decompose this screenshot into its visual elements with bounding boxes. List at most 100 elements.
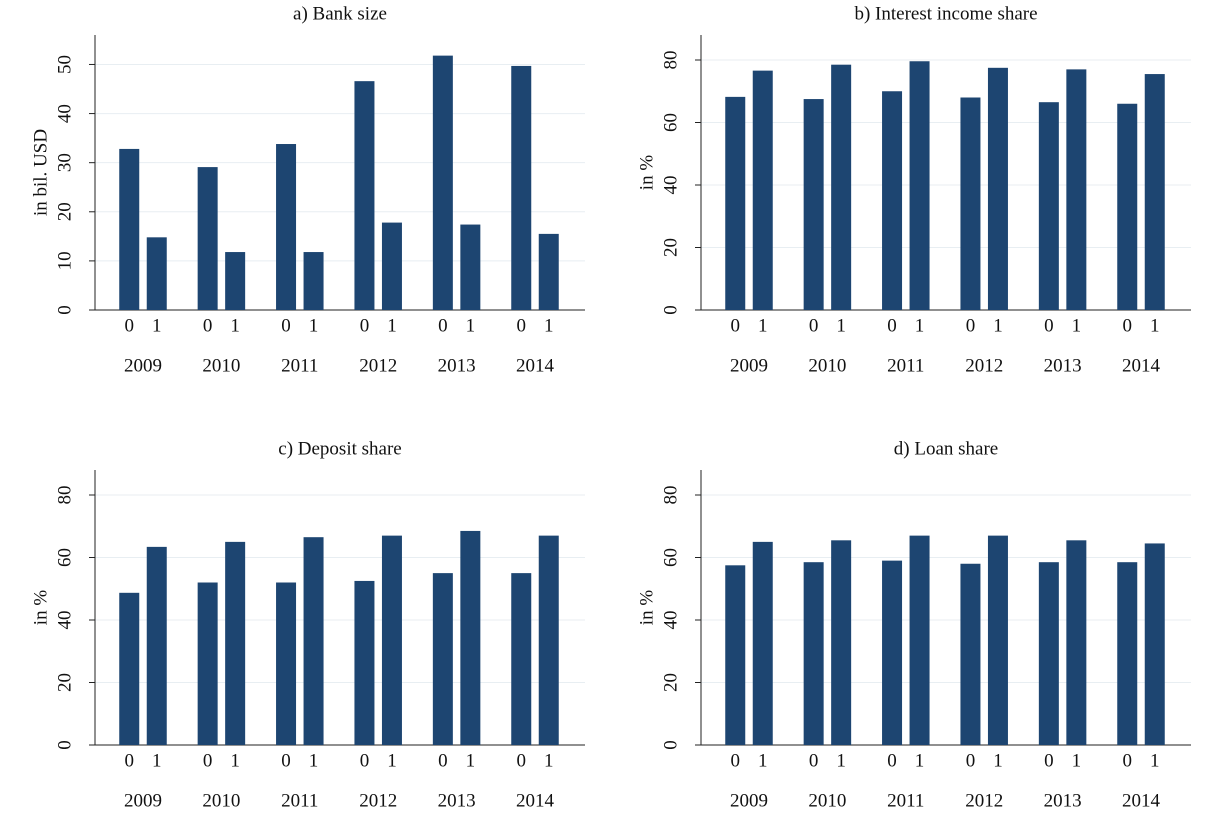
bar: [882, 91, 903, 310]
x-category-label: 2013: [438, 790, 476, 811]
bar: [987, 535, 1008, 745]
x-sub-label: 1: [1150, 315, 1160, 336]
y-axis-label: in %: [30, 590, 51, 626]
y-axis-label: in %: [636, 155, 657, 191]
x-sub-label: 0: [1123, 315, 1133, 336]
x-sub-label: 0: [203, 315, 213, 336]
bar: [909, 535, 930, 745]
x-sub-label: 1: [758, 315, 768, 336]
x-sub-label: 0: [438, 315, 448, 336]
y-tick-label: 60: [660, 113, 681, 132]
x-category-label: 2012: [965, 355, 1003, 376]
x-sub-label: 0: [887, 315, 897, 336]
x-category-label: 2010: [202, 790, 240, 811]
x-category-label: 2009: [730, 355, 768, 376]
bar: [538, 535, 559, 745]
bar: [225, 252, 246, 310]
x-category-label: 2010: [808, 790, 846, 811]
x-category-label: 2013: [1044, 355, 1082, 376]
x-sub-label: 0: [966, 750, 976, 771]
bar: [511, 65, 532, 310]
x-sub-label: 1: [1072, 750, 1082, 771]
x-sub-label: 0: [438, 750, 448, 771]
bar: [831, 540, 852, 745]
bar: [960, 563, 981, 745]
bar: [752, 70, 773, 310]
x-sub-label: 1: [836, 315, 846, 336]
x-category-label: 2011: [887, 790, 924, 811]
y-tick-label: 20: [660, 673, 681, 692]
x-sub-label: 0: [125, 315, 135, 336]
y-axis-label: in %: [636, 590, 657, 626]
bar: [1144, 543, 1165, 745]
y-axis-label: in bil. USD: [30, 129, 51, 216]
bar: [725, 96, 746, 310]
x-sub-label: 1: [387, 750, 397, 771]
x-sub-label: 0: [731, 315, 741, 336]
x-sub-label: 0: [203, 750, 213, 771]
bar: [960, 97, 981, 310]
y-tick-label: 20: [54, 202, 75, 221]
bar: [460, 530, 481, 745]
x-sub-label: 1: [152, 315, 162, 336]
x-category-label: 2013: [438, 355, 476, 376]
bar: [538, 233, 559, 310]
bar: [882, 560, 903, 745]
chart-title: b) Interest income share: [854, 3, 1037, 24]
x-sub-label: 1: [544, 750, 554, 771]
x-sub-label: 1: [758, 750, 768, 771]
x-sub-label: 1: [152, 750, 162, 771]
y-tick-label: 0: [660, 305, 681, 315]
chart-title: d) Loan share: [894, 438, 998, 459]
x-sub-label: 1: [466, 315, 476, 336]
y-tick-label: 60: [660, 548, 681, 567]
x-sub-label: 1: [466, 750, 476, 771]
bar: [303, 537, 324, 745]
y-tick-label: 10: [54, 251, 75, 270]
x-category-label: 2012: [359, 790, 397, 811]
x-sub-label: 0: [360, 315, 370, 336]
x-category-label: 2012: [965, 790, 1003, 811]
x-category-label: 2009: [124, 790, 162, 811]
x-category-label: 2014: [1122, 790, 1161, 811]
x-category-label: 2009: [730, 790, 768, 811]
y-tick-label: 0: [660, 740, 681, 750]
bar: [146, 237, 167, 310]
y-tick-label: 30: [54, 153, 75, 172]
bar: [276, 582, 297, 745]
x-sub-label: 1: [1072, 315, 1082, 336]
x-sub-label: 0: [1123, 750, 1133, 771]
bar: [987, 67, 1008, 310]
x-category-label: 2014: [516, 355, 555, 376]
bar: [303, 252, 324, 310]
x-sub-label: 0: [1044, 315, 1054, 336]
x-category-label: 2013: [1044, 790, 1082, 811]
x-sub-label: 1: [993, 315, 1003, 336]
x-sub-label: 1: [309, 315, 319, 336]
x-sub-label: 0: [281, 750, 291, 771]
x-sub-label: 0: [517, 750, 527, 771]
bar: [909, 61, 930, 310]
y-tick-label: 0: [54, 305, 75, 315]
bar: [432, 55, 453, 310]
x-sub-label: 0: [966, 315, 976, 336]
y-tick-label: 80: [54, 486, 75, 505]
bar: [381, 535, 402, 745]
x-category-label: 2010: [202, 355, 240, 376]
x-sub-label: 0: [125, 750, 135, 771]
x-sub-label: 1: [230, 750, 240, 771]
y-tick-label: 20: [54, 673, 75, 692]
bar: [119, 148, 140, 310]
bar: [1117, 103, 1138, 310]
bar: [354, 580, 375, 745]
bar: [1038, 562, 1059, 745]
x-category-label: 2009: [124, 355, 162, 376]
bar: [381, 222, 402, 310]
bar: [831, 64, 852, 310]
bar: [146, 546, 167, 745]
x-sub-label: 1: [993, 750, 1003, 771]
x-sub-label: 1: [544, 315, 554, 336]
y-tick-label: 80: [660, 486, 681, 505]
x-sub-label: 1: [915, 750, 925, 771]
